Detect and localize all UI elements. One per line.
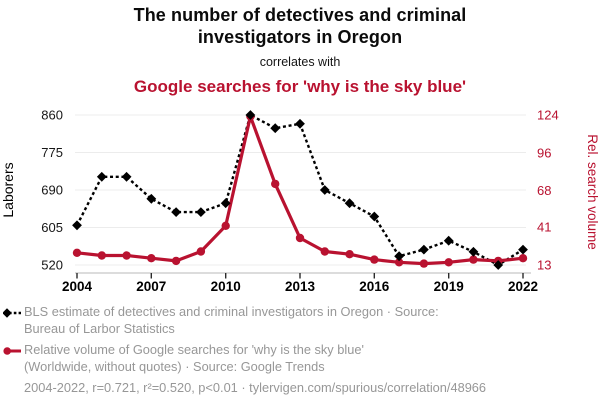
data-point-detectives <box>295 118 305 129</box>
data-point-detectives <box>72 220 82 231</box>
left-axis-title: Laborers <box>0 162 16 217</box>
right-axis-tick-label: 41 <box>537 220 551 235</box>
footnote-spacer <box>3 383 21 395</box>
black-series-marker-icon <box>3 308 21 318</box>
data-point-searches <box>394 258 404 267</box>
data-point-searches <box>147 254 156 263</box>
x-tick-label: 2013 <box>285 279 316 294</box>
page-title-line-2: investigators in Oregon <box>197 27 403 47</box>
data-point-detectives <box>121 171 132 182</box>
x-tick-label: 2010 <box>211 279 241 294</box>
right-axis-title: Rel. search volume <box>585 134 600 250</box>
correlates-with-label: correlates with <box>259 55 341 69</box>
x-tick-label: 2004 <box>62 279 93 294</box>
data-point-searches <box>97 251 107 260</box>
data-point-detectives <box>493 260 504 270</box>
red-subtitle: Google searches for 'why is the sky blue… <box>133 77 467 96</box>
right-axis-tick-label: 13 <box>537 258 551 273</box>
data-point-detectives <box>171 207 181 217</box>
data-point-searches <box>271 179 280 189</box>
right-axis-tick-label: 124 <box>537 108 559 123</box>
right-axis-tick-label: 96 <box>537 145 551 160</box>
data-point-searches <box>320 247 329 256</box>
legend-row-black-series: BLS estimate of detectives and criminal … <box>3 304 597 337</box>
data-point-detectives <box>443 235 454 246</box>
x-tick-label: 2022 <box>508 279 538 294</box>
data-point-detectives <box>468 246 479 257</box>
stats-footnote: 2004-2022, r=0.721, r²=0.520, p<0.01 · t… <box>24 380 487 395</box>
left-axis-tick-label: 520 <box>41 258 63 273</box>
legend-series1-line2: Bureau of Larbor Statistics <box>24 320 175 336</box>
x-tick-label: 2007 <box>136 279 166 294</box>
left-axis-tick-label: 860 <box>41 108 63 123</box>
left-axis-tick-label: 775 <box>41 145 63 160</box>
left-axis-tick-label: 690 <box>41 183 63 198</box>
data-point-detectives <box>419 244 429 255</box>
data-point-detectives <box>96 171 107 182</box>
data-point-searches <box>345 250 354 259</box>
x-tick-label: 2016 <box>359 279 390 294</box>
data-point-searches <box>444 258 453 267</box>
data-point-detectives <box>146 193 157 204</box>
data-point-searches <box>122 251 131 260</box>
data-point-searches <box>370 255 379 264</box>
legend-row-footnote: 2004-2022, r=0.721, r²=0.520, p<0.01 · t… <box>3 380 597 397</box>
data-point-searches <box>518 254 528 263</box>
data-point-detectives <box>344 198 355 209</box>
x-tick-label: 2019 <box>434 279 464 294</box>
legend-series1-line1: BLS estimate of detectives and criminal … <box>24 304 439 319</box>
data-point-searches <box>72 248 82 257</box>
red-series-marker-icon <box>3 347 21 355</box>
data-point-searches <box>171 256 181 266</box>
data-point-detectives <box>220 198 231 209</box>
data-point-detectives <box>196 207 206 217</box>
data-point-detectives <box>518 244 528 255</box>
data-point-searches <box>469 255 478 264</box>
left-axis-tick-label: 605 <box>41 220 63 235</box>
data-point-detectives <box>394 251 404 262</box>
data-point-detectives <box>369 211 380 222</box>
legend-series2-line2: (Worldwide, without quotes) · Source: Go… <box>24 358 325 374</box>
data-point-searches <box>295 233 305 243</box>
legend-row-red-series: Relative volume of Google searches for '… <box>3 342 597 375</box>
legend-series2-line1: Relative volume of Google searches for '… <box>24 342 364 357</box>
right-axis-tick-label: 68 <box>537 183 551 198</box>
page-title-line-1: The number of detectives and criminal <box>133 5 467 25</box>
data-point-searches <box>196 247 206 256</box>
data-point-detectives <box>245 110 256 120</box>
legend: BLS estimate of detectives and criminal … <box>3 304 597 402</box>
data-point-detectives <box>270 123 281 134</box>
data-point-searches <box>221 221 230 230</box>
chart-header: The number of detectives and criminal in… <box>0 4 600 97</box>
data-point-detectives <box>319 185 330 195</box>
data-point-searches <box>419 259 429 268</box>
